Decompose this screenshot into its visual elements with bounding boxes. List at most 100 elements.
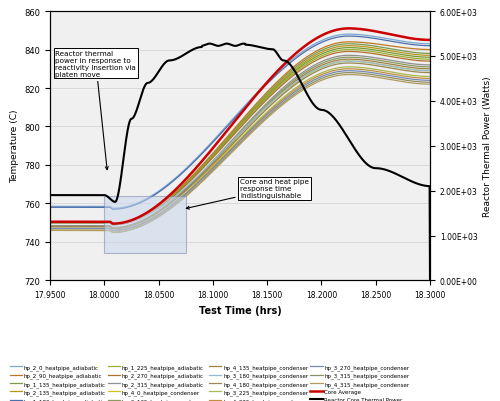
Line: hp_4_225_heatpipe_condenser: hp_4_225_heatpipe_condenser [50,70,430,231]
hp_3_180_heatpipe_condenser [86,221,92,225]
hp_1_180_heatpipe_adiabatic [86,205,92,210]
hp_4_180_heatpipe_condenser [201,172,207,176]
hp_4_0_heatpipe_condenser [110,230,116,235]
hp_2_90_heatpipe_adiabatic [346,41,352,45]
hp_3_270_heatpipe_condenser [86,227,92,231]
hp_2_180_heatpipe_adiabatic [346,46,352,51]
hp_4_225_heatpipe_condenser [351,67,357,72]
hp_3_180_heatpipe_condenser [110,223,116,227]
hp_2_90_heatpipe_adiabatic [351,41,357,45]
hp_3_180_heatpipe_condenser [344,60,349,65]
hp_3_135_heatpipe_condenser [344,56,349,61]
hp_4_180_heatpipe_condenser [214,158,220,162]
Y-axis label: Temperature (C): Temperature (C) [10,110,18,183]
Reactor Core Thermal Power [350,145,356,150]
hp_2_90_heatpipe_adiabatic [308,53,314,57]
hp_2_90_heatpipe_adiabatic [86,220,92,225]
Line: hp_2_135_heatpipe_adiabatic: hp_2_135_heatpipe_adiabatic [50,47,430,225]
hp_2_0_heatpipe_adiabatic [344,33,349,38]
hp_2_315_heatpipe_adiabatic [47,224,53,229]
hp_4_180_heatpipe_condenser [344,61,349,66]
Core Average [427,38,433,43]
hp_2_135_heatpipe_adiabatic [427,54,433,59]
Line: hp_2_0_heatpipe_adiabatic: hp_2_0_heatpipe_adiabatic [50,35,430,209]
hp_1_180_heatpipe_adiabatic [346,34,352,39]
hp_4_225_heatpipe_condenser [47,227,53,231]
hp_4_0_heatpipe_condenser [351,60,357,65]
hp_2_0_heatpipe_adiabatic [427,42,433,47]
hp_2_270_heatpipe_adiabatic [110,223,116,227]
hp_4_135_heatpipe_condenser [344,58,349,63]
hp_1_225_heatpipe_adiabatic [214,150,220,154]
hp_4_315_heatpipe_condenser [214,165,220,170]
hp_3_315_heatpipe_condenser [214,164,220,169]
hp_4_225_heatpipe_condenser [427,77,433,81]
hp_2_90_heatpipe_adiabatic [427,48,433,53]
Text: Core and heat pipe
response time
indistinguishable: Core and heat pipe response time indisti… [186,179,309,210]
Line: hp_4_315_heatpipe_condenser: hp_4_315_heatpipe_condenser [50,75,430,233]
Line: Core Average: Core Average [50,29,430,224]
hp_3_270_heatpipe_condenser [427,79,433,83]
Line: hp_3_135_heatpipe_condenser: hp_3_135_heatpipe_condenser [50,58,430,229]
hp_2_0_heatpipe_adiabatic [47,205,53,209]
hp_1_135_heatpipe_adiabatic [344,42,349,47]
Line: hp_3_180_heatpipe_condenser: hp_3_180_heatpipe_condenser [50,62,430,225]
hp_2_270_heatpipe_adiabatic [308,61,314,66]
hp_2_0_heatpipe_adiabatic [346,32,352,37]
Line: hp_4_0_heatpipe_condenser: hp_4_0_heatpipe_condenser [50,62,430,233]
Reactor Core Thermal Power [214,44,220,49]
hp_2_315_heatpipe_adiabatic [201,168,207,173]
hp_4_315_heatpipe_condenser [308,83,314,88]
hp_4_135_heatpipe_condenser [201,170,207,175]
hp_4_315_heatpipe_condenser [110,230,116,235]
hp_3_270_heatpipe_condenser [351,69,357,74]
Line: hp_3_225_heatpipe_condenser: hp_3_225_heatpipe_condenser [50,68,430,231]
hp_3_135_heatpipe_condenser [110,227,116,231]
hp_2_270_heatpipe_adiabatic [86,221,92,225]
hp_2_180_heatpipe_adiabatic [86,221,92,225]
hp_2_270_heatpipe_adiabatic [427,59,433,64]
hp_2_180_heatpipe_adiabatic [110,223,116,227]
hp_1_225_heatpipe_adiabatic [344,48,349,53]
hp_1_180_heatpipe_adiabatic [344,34,349,39]
hp_3_180_heatpipe_condenser [427,69,433,74]
hp_4_135_heatpipe_condenser [110,227,116,231]
hp_1_180_heatpipe_adiabatic [110,207,116,212]
Line: hp_2_270_heatpipe_adiabatic: hp_2_270_heatpipe_adiabatic [50,53,430,225]
hp_4_315_heatpipe_condenser [344,73,349,78]
Core Average [214,140,220,145]
Core Average [110,222,116,227]
hp_3_135_heatpipe_condenser [427,65,433,70]
hp_2_180_heatpipe_adiabatic [344,46,349,51]
hp_3_270_heatpipe_condenser [308,80,314,85]
hp_3_225_heatpipe_condenser [201,174,207,179]
hp_2_0_heatpipe_adiabatic [86,205,92,209]
hp_2_0_heatpipe_adiabatic [110,207,116,211]
hp_2_0_heatpipe_adiabatic [308,44,314,49]
hp_2_135_heatpipe_adiabatic [346,44,352,49]
hp_4_225_heatpipe_condenser [86,227,92,231]
hp_4_0_heatpipe_condenser [427,69,433,74]
Core Average [201,157,207,162]
hp_3_270_heatpipe_condenser [47,227,53,231]
hp_1_225_heatpipe_adiabatic [201,164,207,169]
hp_2_270_heatpipe_adiabatic [346,50,352,55]
Line: hp_3_270_heatpipe_condenser: hp_3_270_heatpipe_condenser [50,71,430,231]
hp_3_135_heatpipe_condenser [351,56,357,61]
hp_3_315_heatpipe_condenser [47,229,53,233]
Reactor Core Thermal Power [308,99,314,104]
hp_4_225_heatpipe_condenser [308,78,314,83]
Reactor Core Thermal Power [344,134,349,139]
hp_2_90_heatpipe_adiabatic [47,220,53,225]
Reactor Core Thermal Power [427,278,433,283]
Reactor Core Thermal Power [86,193,92,198]
hp_1_180_heatpipe_adiabatic [427,44,433,49]
hp_3_270_heatpipe_condenser [201,175,207,180]
hp_1_225_heatpipe_adiabatic [346,48,352,53]
hp_2_180_heatpipe_adiabatic [47,221,53,225]
hp_3_315_heatpipe_condenser [351,71,357,76]
hp_1_225_heatpipe_adiabatic [86,221,92,225]
hp_3_225_heatpipe_condenser [427,75,433,80]
hp_2_270_heatpipe_adiabatic [351,50,357,55]
hp_3_270_heatpipe_condenser [110,229,116,233]
